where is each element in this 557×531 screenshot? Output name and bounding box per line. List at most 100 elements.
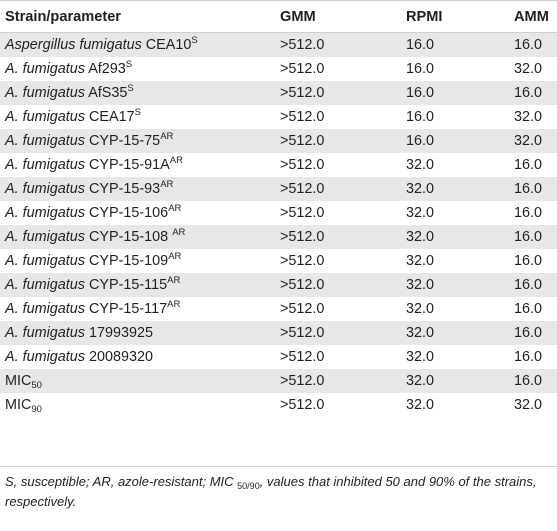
strain-cell: A. fumigatus CYP-15-108 AR bbox=[5, 225, 185, 249]
rpmi-value: 16.0 bbox=[406, 133, 435, 149]
strain-cell: A. fumigatus 17993925 bbox=[5, 321, 153, 345]
footnote-sub: 50/90 bbox=[237, 481, 260, 491]
amm-value: 16.0 bbox=[514, 277, 543, 293]
rpmi-value: 32.0 bbox=[406, 301, 435, 317]
amm-value: 32.0 bbox=[514, 397, 543, 413]
table-row: A. fumigatus CYP-15-117AR >512.0 32.0 16.0 bbox=[0, 297, 557, 321]
strain-id: CEA17 bbox=[85, 109, 135, 125]
gmm-value: >512.0 bbox=[280, 37, 325, 53]
table-row: A. fumigatus CYP-15-115AR >512.0 32.0 16.0 bbox=[0, 273, 557, 297]
gmm-value: >512.0 bbox=[280, 85, 325, 101]
strain-id: CYP-15-108 bbox=[85, 229, 173, 245]
gmm-value: >512.0 bbox=[280, 61, 325, 77]
gmm-value: >512.0 bbox=[280, 373, 325, 389]
strain-cell: A. fumigatus 20089320 bbox=[5, 345, 153, 369]
strain-superscript: S bbox=[191, 35, 198, 46]
table-row: A. fumigatus Af293S >512.0 16.0 32.0 bbox=[0, 57, 557, 81]
header-rpmi: RPMI bbox=[406, 8, 443, 25]
strain-species: A. fumigatus bbox=[5, 181, 85, 197]
amm-value: 16.0 bbox=[514, 37, 543, 53]
strain-id: 17993925 bbox=[85, 325, 154, 341]
strain-cell: A. fumigatus CYP-15-117AR bbox=[5, 297, 180, 321]
gmm-value: >512.0 bbox=[280, 349, 325, 365]
gmm-value: >512.0 bbox=[280, 325, 325, 341]
strain-species: A. fumigatus bbox=[5, 109, 85, 125]
table-row: A. fumigatus CEA17S >512.0 16.0 32.0 bbox=[0, 105, 557, 129]
amm-value: 16.0 bbox=[514, 205, 543, 221]
amm-value: 16.0 bbox=[514, 85, 543, 101]
amm-value: 32.0 bbox=[514, 109, 543, 125]
table-row: A. fumigatus CYP-15-75AR >512.0 16.0 32.0 bbox=[0, 129, 557, 153]
strain-cell: MIC50 bbox=[5, 369, 42, 393]
strain-id: Af293 bbox=[85, 61, 126, 77]
gmm-value: >512.0 bbox=[280, 157, 325, 173]
strain-id: CYP-15-75 bbox=[85, 133, 161, 149]
strain-superscript: AR bbox=[160, 131, 174, 142]
header-amm: AMM bbox=[514, 8, 549, 25]
strain-superscript: AR bbox=[168, 251, 182, 262]
strain-species: A. fumigatus bbox=[5, 325, 85, 341]
strain-id: CYP-15-106 bbox=[85, 205, 169, 221]
amm-value: 16.0 bbox=[514, 181, 543, 197]
strain-superscript: S bbox=[134, 107, 141, 118]
gmm-value: >512.0 bbox=[280, 181, 325, 197]
strain-superscript: AR bbox=[168, 203, 182, 214]
strain-cell: A. fumigatus CYP-15-106AR bbox=[5, 201, 181, 225]
table-header-row: Strain/parameter GMM RPMI AMM bbox=[0, 0, 557, 33]
rpmi-value: 16.0 bbox=[406, 109, 435, 125]
header-strain: Strain/parameter bbox=[5, 8, 121, 25]
table-row: A. fumigatus 20089320 >512.0 32.0 16.0 bbox=[0, 345, 557, 369]
strain-species: A. fumigatus bbox=[5, 85, 85, 101]
strain-species: Aspergillus fumigatus bbox=[5, 37, 142, 53]
amm-value: 16.0 bbox=[514, 229, 543, 245]
strain-id: MIC bbox=[5, 373, 32, 389]
rpmi-value: 16.0 bbox=[406, 61, 435, 77]
strain-cell: A. fumigatus Af293S bbox=[5, 57, 132, 81]
strain-cell: A. fumigatus CYP-15-115AR bbox=[5, 273, 180, 297]
strain-subscript: 50 bbox=[31, 380, 42, 391]
strain-cell: A. fumigatus CYP-15-93AR bbox=[5, 177, 173, 201]
gmm-value: >512.0 bbox=[280, 205, 325, 221]
gmm-value: >512.0 bbox=[280, 229, 325, 245]
footnote-part2: , values that inhibited 50 and 90% of th… bbox=[5, 474, 537, 509]
rpmi-value: 32.0 bbox=[406, 181, 435, 197]
strain-species: A. fumigatus bbox=[5, 349, 85, 365]
table-row: A. fumigatus CYP-15-91AAR >512.0 32.0 16.0 bbox=[0, 153, 557, 177]
rpmi-value: 16.0 bbox=[406, 37, 435, 53]
gmm-value: >512.0 bbox=[280, 277, 325, 293]
table-row: A. fumigatus 17993925 >512.0 32.0 16.0 bbox=[0, 321, 557, 345]
strain-cell: Aspergillus fumigatus CEA10S bbox=[5, 33, 198, 57]
strain-species: A. fumigatus bbox=[5, 205, 85, 221]
amm-value: 16.0 bbox=[514, 301, 543, 317]
strain-id: CYP-15-109 bbox=[85, 253, 169, 269]
table-row: A. fumigatus CYP-15-93AR >512.0 32.0 16.0 bbox=[0, 177, 557, 201]
strain-id: AfS35 bbox=[85, 85, 128, 101]
strain-cell: A. fumigatus AfS35S bbox=[5, 81, 134, 105]
strain-cell: MIC90 bbox=[5, 393, 42, 417]
footnote-part1: S, susceptible; AR, azole-resistant; MIC bbox=[5, 474, 238, 489]
rpmi-value: 16.0 bbox=[406, 85, 435, 101]
rpmi-value: 32.0 bbox=[406, 205, 435, 221]
strain-id: CYP-15-115 bbox=[85, 277, 168, 293]
strain-species: A. fumigatus bbox=[5, 229, 85, 245]
rpmi-value: 32.0 bbox=[406, 325, 435, 341]
strain-superscript: AR bbox=[172, 227, 186, 238]
mic-table: Strain/parameter GMM RPMI AMM Aspergillu… bbox=[0, 0, 557, 417]
table-body: Aspergillus fumigatus CEA10S >512.0 16.0 16… bbox=[0, 33, 557, 417]
rpmi-value: 32.0 bbox=[406, 277, 435, 293]
strain-id: CYP-15-93 bbox=[85, 181, 161, 197]
table-row: MIC50 >512.0 32.0 16.0 bbox=[0, 369, 557, 393]
strain-id: CEA10 bbox=[141, 37, 192, 53]
amm-value: 16.0 bbox=[514, 373, 543, 389]
table-footnote: S, susceptible; AR, azole-resistant; MIC… bbox=[5, 472, 550, 512]
amm-value: 16.0 bbox=[514, 325, 543, 341]
strain-species: A. fumigatus bbox=[5, 277, 85, 293]
strain-subscript: 90 bbox=[31, 404, 42, 415]
strain-superscript: AR bbox=[167, 275, 181, 286]
rpmi-value: 32.0 bbox=[406, 157, 435, 173]
strain-id: CYP-15-91A bbox=[85, 157, 170, 173]
strain-id: 20089320 bbox=[85, 349, 154, 365]
rpmi-value: 32.0 bbox=[406, 253, 435, 269]
rpmi-value: 32.0 bbox=[406, 373, 435, 389]
table-bottom-rule bbox=[0, 466, 557, 467]
